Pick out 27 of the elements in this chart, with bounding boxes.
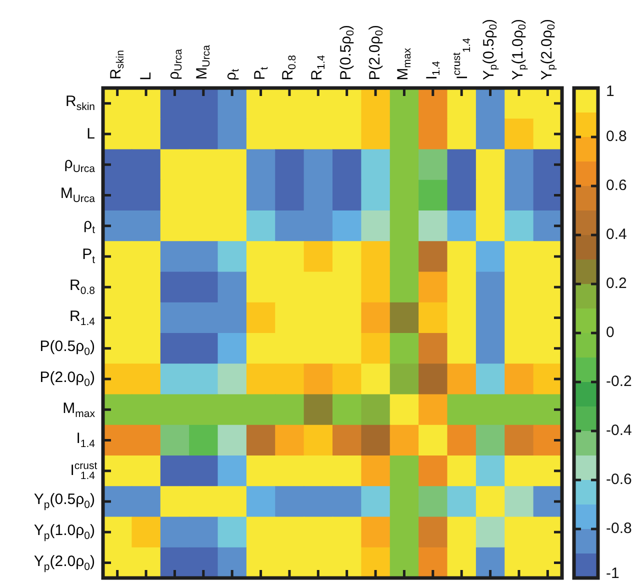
color-bar-label: 0.2 <box>606 275 627 292</box>
color-bar-label: -0.6 <box>606 471 632 488</box>
y-tick-label: M$_{max}$ <box>62 400 95 420</box>
y-tick-label: R$_{skin}$ <box>65 93 95 114</box>
y-tick-label: ρ$_{t}$ <box>84 216 95 236</box>
color-bar-label: 0.6 <box>606 177 627 194</box>
y-tick-label: I$_{1.4}$ <box>76 430 95 450</box>
color-bar-label: -0.2 <box>606 373 632 390</box>
color-bar-label: 0 <box>606 324 614 342</box>
y-tick-label: L <box>86 125 95 142</box>
x-tick-label: L <box>138 72 155 80</box>
y-tick-label: Y$_{p}$(2.0ρ$_{0}$) <box>34 552 95 573</box>
y-tick-label: Y$_{p}$(1.0ρ$_{0}$) <box>34 522 95 542</box>
color-bar-label: -0.4 <box>606 422 632 440</box>
color-bar-label: 0.8 <box>606 128 627 146</box>
y-tick-label: R$_{0.8}$ <box>70 277 95 298</box>
color-bar-label: -0.8 <box>606 520 632 538</box>
y-tick-label: P(0.5ρ$_{0}$) <box>40 338 95 358</box>
y-tick-label: Y$_{p}$(0.5ρ$_{0}$) <box>34 491 95 512</box>
y-tick-label: M$_{Urca}$ <box>60 185 95 206</box>
color-bar-label: -1 <box>606 565 620 581</box>
y-tick-label: ρ$_{Urca}$ <box>64 154 95 175</box>
color-bar-label: 0.4 <box>606 226 627 244</box>
y-tick-label: P$_{t}$ <box>82 246 95 266</box>
y-tick-label: P(2.0ρ$_{0}$) <box>40 368 95 389</box>
y-tick-label: R$_{1.4}$ <box>70 308 95 328</box>
color-bar-label: 1 <box>606 83 614 100</box>
